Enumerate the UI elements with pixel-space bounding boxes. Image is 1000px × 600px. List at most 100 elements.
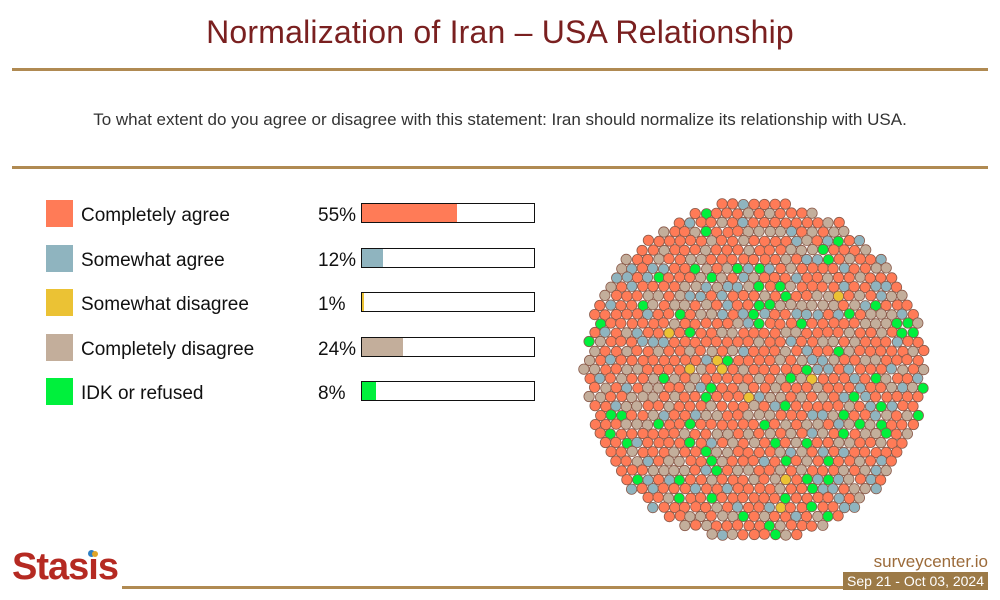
- bubble-point: [832, 455, 845, 467]
- bubble-point: [828, 226, 840, 238]
- bubble-point: [817, 355, 829, 367]
- bubble-point: [711, 226, 723, 238]
- bubble-point: [737, 455, 749, 467]
- bubble-point: [700, 464, 712, 476]
- bubble-point: [631, 400, 643, 412]
- bubble-point: [663, 510, 676, 523]
- bubble-cluster-chart: [578, 198, 930, 541]
- bubble-point: [817, 318, 829, 330]
- bubble-point: [827, 483, 839, 495]
- bubble-point: [604, 354, 617, 366]
- bubble-point: [748, 400, 760, 412]
- bubble-point: [754, 482, 766, 494]
- bubble-point: [727, 382, 739, 394]
- bubble-point: [811, 363, 824, 375]
- bubble-point: [833, 216, 845, 229]
- bubble-point: [822, 326, 834, 338]
- bubble-point: [732, 373, 744, 385]
- bubble-point: [685, 253, 697, 265]
- bubble-point: [763, 263, 775, 275]
- bubble-point: [684, 326, 696, 338]
- bubble-point: [832, 510, 844, 522]
- bubble-point: [589, 400, 601, 412]
- bubble-point: [668, 336, 680, 348]
- bubble-point: [853, 234, 865, 247]
- bubble-point: [610, 455, 622, 467]
- bubble-point: [822, 436, 834, 449]
- bubble-point: [800, 308, 813, 321]
- bubble-point: [779, 272, 791, 284]
- bubble-point: [658, 226, 670, 238]
- bubble-point: [742, 464, 755, 476]
- bubble-point: [669, 225, 681, 238]
- bubble-point: [705, 418, 717, 430]
- bubble-point: [790, 400, 802, 412]
- bubble-point: [658, 244, 670, 257]
- bubble-point: [674, 271, 686, 283]
- bubble-point: [885, 345, 898, 357]
- bubble-point: [715, 272, 728, 284]
- bubble-point: [722, 280, 734, 293]
- bubble-point: [844, 253, 856, 265]
- bubble-point: [796, 263, 808, 275]
- bubble-point: [768, 418, 781, 430]
- bubble-point: [583, 335, 595, 348]
- bubble-point: [837, 428, 850, 440]
- bubble-point: [732, 445, 744, 458]
- bubble-point: [647, 354, 659, 366]
- bubble-point: [812, 455, 824, 467]
- bubble-point: [657, 317, 670, 329]
- bubble-point: [875, 253, 887, 266]
- bubble-point: [626, 354, 638, 367]
- bubble-point: [642, 400, 654, 412]
- bubble-point: [853, 290, 866, 302]
- bubble-point: [832, 382, 845, 394]
- bubble-point: [859, 446, 871, 458]
- bubble-point: [838, 225, 850, 238]
- bubble-point: [594, 427, 606, 439]
- bubble-point: [764, 354, 776, 366]
- bubble-point: [700, 281, 712, 293]
- bubble-point: [685, 455, 697, 467]
- bubble-point: [880, 464, 892, 477]
- bubble-point: [647, 446, 659, 458]
- bubble-point: [679, 280, 691, 293]
- bubble-point: [869, 354, 882, 366]
- bubble-point: [785, 519, 797, 531]
- bubble-point: [653, 253, 665, 265]
- bubble-point: [636, 244, 648, 257]
- bubble-point: [599, 326, 611, 338]
- bubble-point: [738, 345, 750, 358]
- bubble-point: [759, 308, 771, 320]
- date-range-badge: Sep 21 - Oct 03, 2024: [843, 572, 988, 590]
- bubble-point: [849, 354, 861, 366]
- bubble-point: [780, 455, 792, 467]
- bubble-point: [706, 308, 718, 320]
- bubble-point: [843, 326, 855, 339]
- bubble-point: [748, 290, 760, 302]
- bubble-point: [684, 234, 697, 247]
- bubble-point: [700, 225, 712, 238]
- bubble-point: [626, 391, 638, 403]
- bubble-point: [817, 465, 829, 477]
- bubble-point: [657, 482, 669, 494]
- bubble-point: [663, 308, 675, 320]
- bubble-point: [731, 208, 744, 220]
- bubble-point: [854, 418, 866, 430]
- bubble-point: [726, 253, 738, 266]
- bubble-point: [615, 354, 627, 366]
- bubble-point: [790, 436, 802, 449]
- bubble-point: [711, 299, 723, 311]
- bubble-point: [837, 464, 850, 476]
- bubble-point: [901, 410, 913, 422]
- bubble-point: [880, 262, 892, 274]
- bubble-point: [785, 483, 797, 495]
- bubble-point: [865, 308, 877, 320]
- bubble-point: [631, 418, 643, 430]
- bubble-point: [684, 418, 696, 430]
- bubble-point: [716, 326, 728, 338]
- bubble-point: [684, 290, 696, 302]
- bubble-point: [742, 373, 754, 385]
- bubble-point: [801, 290, 813, 302]
- bubble-point: [689, 244, 701, 256]
